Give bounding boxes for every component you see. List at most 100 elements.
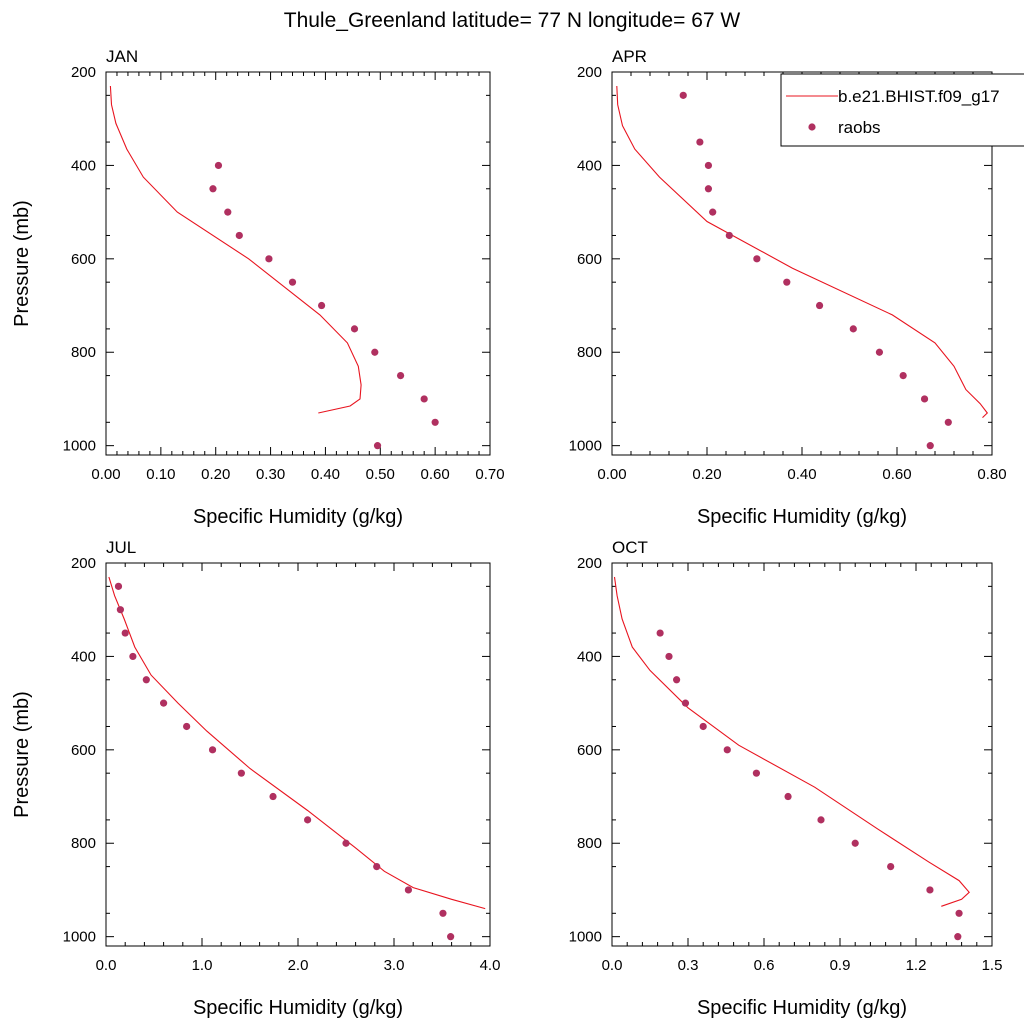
y-tick-label: 600 xyxy=(71,742,96,759)
raobs-point xyxy=(679,91,687,99)
x-tick-label: 0.00 xyxy=(597,466,626,483)
panel-label: JAN xyxy=(106,47,138,66)
y-axis-label: Pressure (mb) xyxy=(11,691,33,818)
x-axis-label: Specific Humidity (g/kg) xyxy=(193,506,403,528)
raobs-point xyxy=(237,769,245,777)
model-series-line xyxy=(613,576,970,907)
raobs-point xyxy=(265,255,273,263)
raobs-point xyxy=(431,418,439,426)
raobs-point xyxy=(420,395,428,403)
x-axis-label: Specific Humidity (g/kg) xyxy=(193,997,403,1019)
panel-oct: OCT 0.0 0.3 0.6 0.9 1.2 1.5 200 400 600 800 1000 Spe… xyxy=(569,538,1003,1019)
figure-title: Thule_Greenland latitude= 77 N longitude… xyxy=(284,9,741,32)
raobs-point xyxy=(447,933,455,941)
legend-raobs-swatch xyxy=(808,123,816,131)
raobs-point xyxy=(815,301,824,310)
model-series-line xyxy=(616,85,989,418)
x-tick-label: 2.0 xyxy=(288,957,309,974)
raobs-point xyxy=(783,278,791,286)
x-tick-label: 0.60 xyxy=(882,466,911,483)
model-series-line xyxy=(108,576,486,910)
raobs-point xyxy=(673,676,681,684)
panel-label: OCT xyxy=(612,538,648,557)
raobs-point xyxy=(817,816,825,824)
y-tick-label: 400 xyxy=(577,157,602,174)
raobs-point xyxy=(665,652,673,661)
raobs-point xyxy=(209,185,217,193)
x-tick-label: 0.0 xyxy=(96,957,117,974)
x-tick-label: 0.80 xyxy=(977,466,1006,483)
raobs-point xyxy=(371,348,379,356)
raobs-point xyxy=(304,816,312,824)
raobs-point xyxy=(723,746,731,754)
x-tick-label: 0.20 xyxy=(692,466,721,483)
raobs-point xyxy=(350,325,359,333)
x-tick-label: 0.70 xyxy=(475,466,504,483)
raobs-point xyxy=(269,792,277,801)
raobs-point xyxy=(208,746,217,754)
raobs-point xyxy=(396,371,405,380)
y-tick-label: 400 xyxy=(577,648,602,665)
legend-box xyxy=(780,73,1024,147)
raobs-point xyxy=(944,418,952,426)
panel-jul: JUL 0.0 1.0 2.0 3.0 4.0 200 400 600 800 1000 Specif… xyxy=(11,538,500,1019)
x-tick-label: 3.0 xyxy=(384,957,405,974)
plot-frame xyxy=(105,562,491,947)
raobs-point xyxy=(342,839,350,847)
legend-raobs-label: raobs xyxy=(838,118,881,137)
raobs-point xyxy=(926,886,934,894)
raobs-point xyxy=(955,909,963,917)
x-tick-label: 0.40 xyxy=(787,466,816,483)
raobs-point xyxy=(288,278,297,286)
raobs-point xyxy=(926,442,934,450)
raobs-point xyxy=(224,208,232,216)
y-tick-label: 600 xyxy=(577,251,602,268)
y-tick-label: 800 xyxy=(577,344,602,361)
x-tick-label: 0.6 xyxy=(754,957,775,974)
raobs-point xyxy=(129,652,137,661)
y-tick-label: 200 xyxy=(71,64,96,81)
raobs-point xyxy=(183,722,191,731)
y-tick-label: 200 xyxy=(577,555,602,572)
panel-label: APR xyxy=(612,47,647,66)
x-tick-label: 1.0 xyxy=(192,957,213,974)
y-tick-label: 200 xyxy=(577,64,602,81)
y-tick-label: 1000 xyxy=(569,438,602,455)
raobs-point xyxy=(851,839,859,847)
raobs-point xyxy=(954,933,962,941)
x-axis-label: Specific Humidity (g/kg) xyxy=(697,997,907,1019)
raobs-point xyxy=(160,699,168,707)
x-tick-label: 0.40 xyxy=(311,466,340,483)
raobs-point xyxy=(699,722,707,731)
raobs-point xyxy=(753,255,761,263)
x-tick-label: 0.3 xyxy=(678,957,699,974)
x-tick-label: 0.20 xyxy=(201,466,230,483)
y-tick-label: 400 xyxy=(71,157,96,174)
raobs-point xyxy=(704,161,713,170)
raobs-point xyxy=(142,676,150,684)
model-series-line xyxy=(109,85,362,414)
raobs-point xyxy=(404,886,412,894)
x-tick-label: 1.5 xyxy=(982,957,1003,974)
y-tick-label: 800 xyxy=(71,344,96,361)
raobs-point xyxy=(899,371,907,380)
raobs-point xyxy=(121,629,129,637)
y-tick-label: 400 xyxy=(71,648,96,665)
panel-jan: JAN 0.00 0.10 0.20 0.30 0.40 0.50 0.60 0.70 200 40… xyxy=(11,47,505,528)
raobs-point xyxy=(235,231,243,240)
panel-label: JUL xyxy=(106,538,136,557)
x-tick-label: 4.0 xyxy=(480,957,501,974)
raobs-point xyxy=(317,301,326,310)
raobs-point xyxy=(114,582,123,590)
y-tick-label: 800 xyxy=(71,835,96,852)
plot-frame xyxy=(611,562,993,947)
raobs-point xyxy=(696,138,704,146)
y-tick-label: 600 xyxy=(577,742,602,759)
raobs-point xyxy=(709,208,717,216)
x-tick-label: 0.00 xyxy=(91,466,120,483)
x-tick-label: 0.50 xyxy=(366,466,395,483)
plot-frame xyxy=(105,71,491,456)
